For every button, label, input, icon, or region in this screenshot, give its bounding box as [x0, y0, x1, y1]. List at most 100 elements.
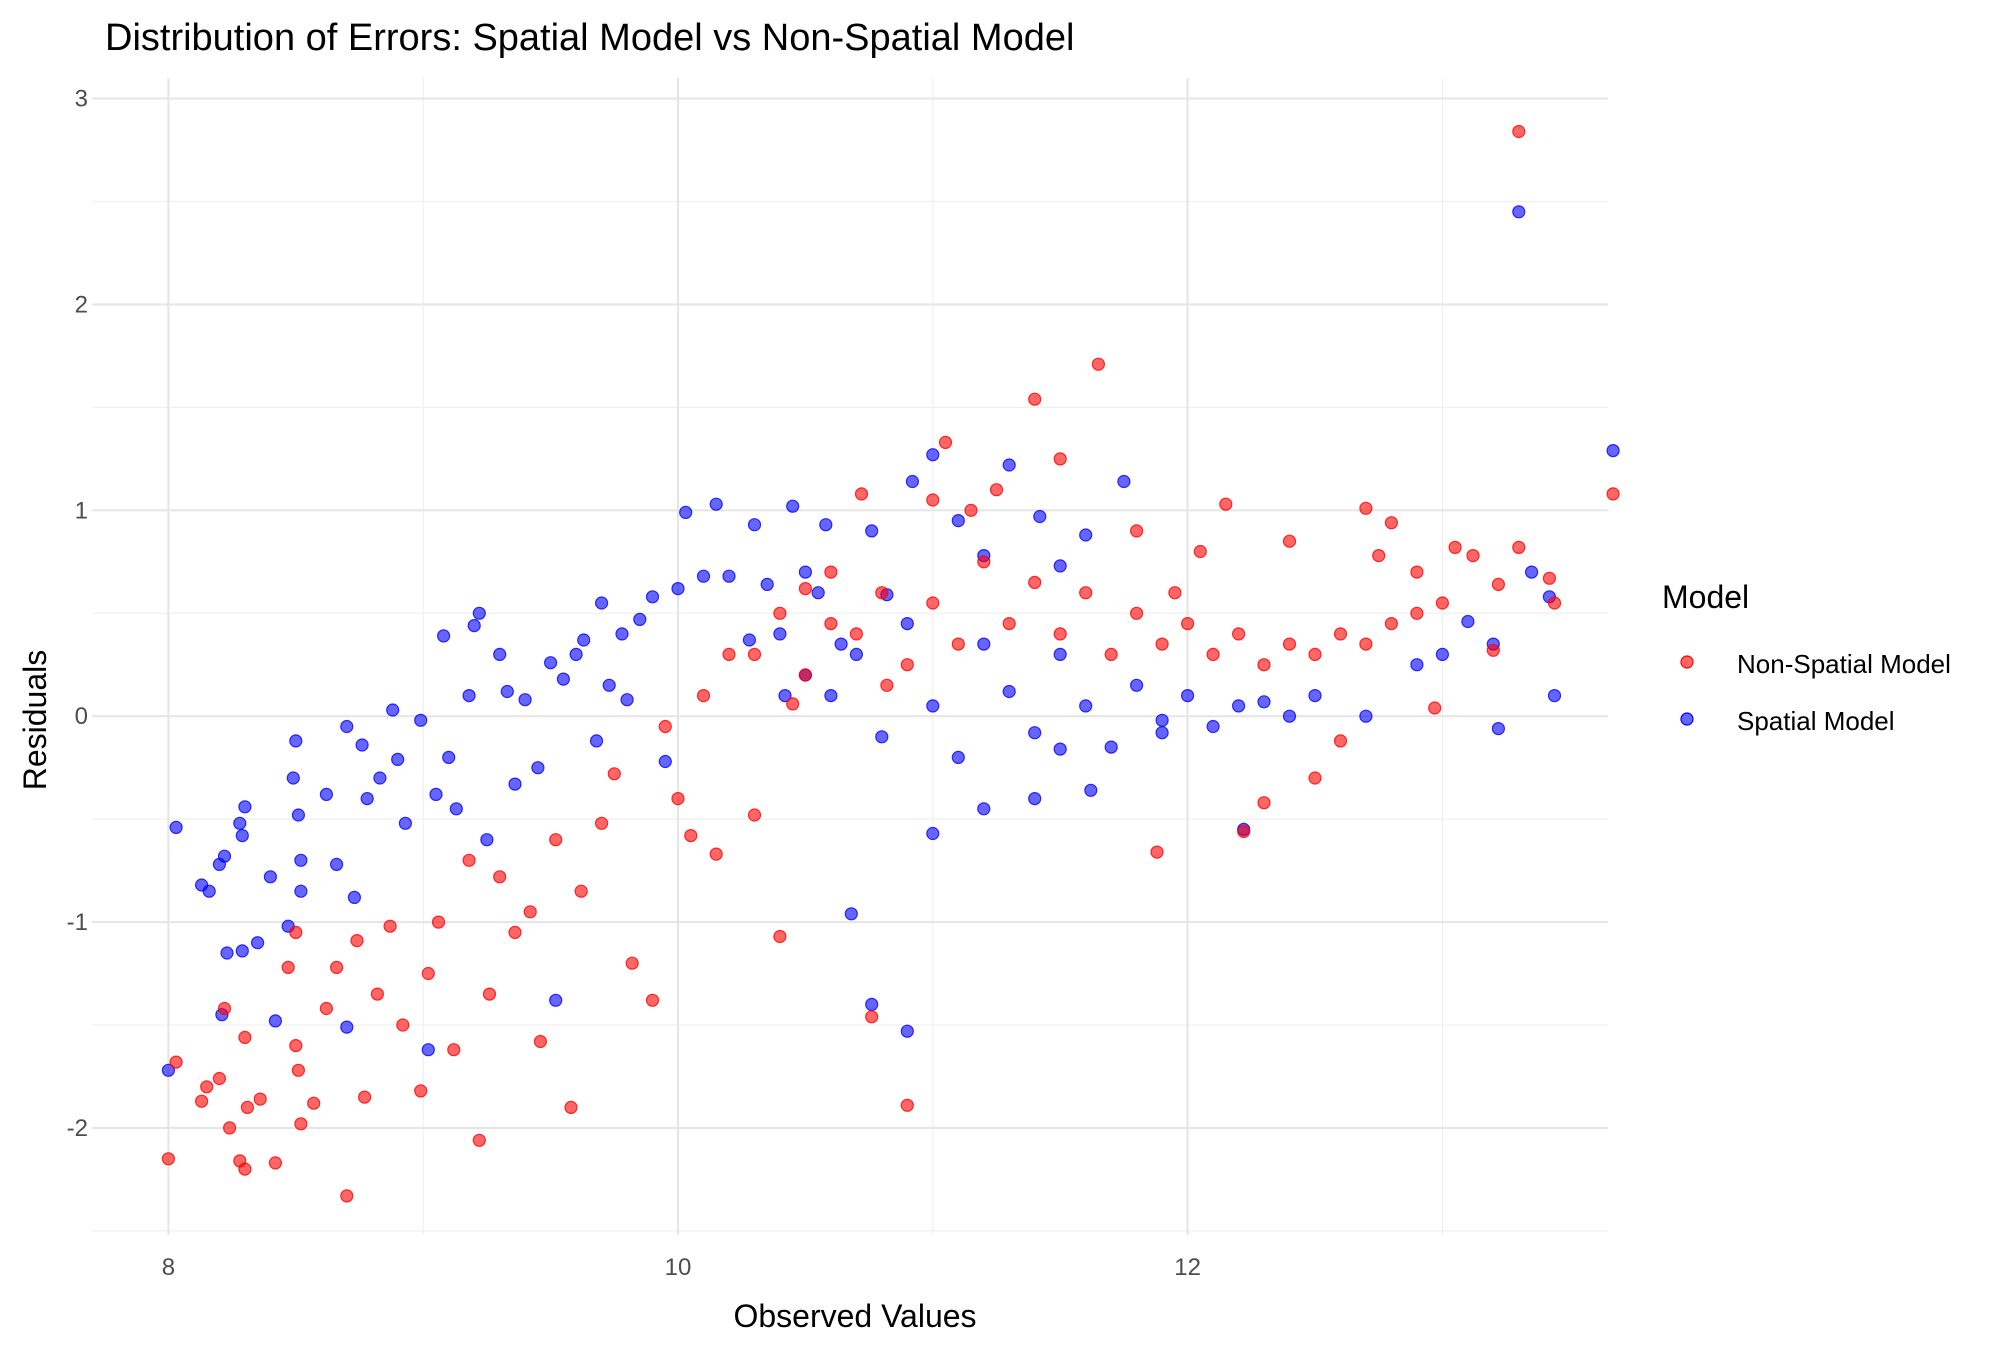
point-non-spatial-model [330, 960, 344, 975]
series-spatial-model [161, 205, 1620, 1077]
point-non-spatial-model [1308, 771, 1322, 785]
point-non-spatial-model [1129, 524, 1144, 538]
point-spatial-model [549, 993, 563, 1007]
point-non-spatial-model [658, 719, 672, 734]
point-spatial-model [594, 596, 609, 610]
point-spatial-model [926, 699, 940, 713]
point-non-spatial-model [1104, 647, 1118, 662]
point-non-spatial-model [564, 1100, 578, 1115]
point-non-spatial-model [1193, 544, 1207, 559]
point-spatial-model [508, 777, 522, 791]
point-spatial-model [217, 849, 232, 863]
point-non-spatial-model [447, 1043, 461, 1057]
point-non-spatial-model [1359, 637, 1373, 651]
point-non-spatial-model [1384, 516, 1399, 530]
point-spatial-model [1084, 783, 1098, 797]
point-spatial-model [824, 688, 838, 703]
point-non-spatial-model [798, 668, 813, 682]
point-non-spatial-model [358, 1090, 372, 1104]
point-spatial-model [798, 565, 813, 579]
point-non-spatial-model [1542, 571, 1557, 585]
point-spatial-model [602, 678, 616, 692]
point-spatial-model [819, 518, 833, 532]
y-tick-label: 0 [75, 703, 88, 730]
point-non-spatial-model [1028, 392, 1042, 406]
point-spatial-model [951, 750, 965, 765]
point-non-spatial-model [289, 925, 303, 940]
series-non-spatial-model [161, 124, 1620, 1203]
point-spatial-model [645, 590, 660, 604]
point-spatial-model [1079, 699, 1093, 713]
point-non-spatial-model [1206, 647, 1220, 662]
point-spatial-model [926, 826, 940, 841]
point-spatial-model [1002, 458, 1016, 472]
point-spatial-model [760, 577, 774, 592]
point-non-spatial-model [671, 791, 685, 806]
point-non-spatial-model [1129, 606, 1144, 620]
point-non-spatial-model [1333, 734, 1348, 748]
y-tick-label: -2 [67, 1115, 88, 1142]
point-non-spatial-model [1053, 452, 1067, 466]
point-spatial-model [429, 787, 443, 802]
point-spatial-model [263, 870, 277, 884]
point-non-spatial-model [607, 767, 621, 781]
x-tick-label: 12 [1174, 1254, 1201, 1281]
point-spatial-model [391, 752, 405, 767]
point-spatial-model [742, 633, 757, 647]
point-spatial-model [289, 734, 303, 748]
point-spatial-model [1512, 205, 1526, 219]
point-spatial-model [844, 907, 858, 921]
point-non-spatial-model [1180, 616, 1195, 631]
point-non-spatial-model [1606, 487, 1620, 501]
point-spatial-model [340, 719, 354, 734]
chart-title: Distribution of Errors: Spatial Model vs… [105, 17, 1074, 59]
point-non-spatial-model [875, 586, 889, 600]
point-non-spatial-model [340, 1189, 354, 1203]
point-spatial-model [1117, 474, 1131, 489]
point-spatial-model [330, 857, 344, 872]
point-non-spatial-model [169, 1055, 183, 1069]
point-non-spatial-model [482, 987, 497, 1001]
point-spatial-model [235, 944, 249, 958]
point-spatial-model [1028, 791, 1042, 806]
point-spatial-model [1461, 614, 1475, 629]
point-spatial-model [900, 616, 914, 631]
point-spatial-model [1053, 647, 1067, 662]
point-non-spatial-model [773, 606, 787, 620]
point-spatial-model [773, 627, 787, 641]
point-non-spatial-model [217, 1001, 232, 1016]
point-spatial-model [347, 890, 361, 905]
point-spatial-model [442, 750, 456, 765]
point-non-spatial-model [294, 1117, 308, 1131]
point-spatial-model [1155, 713, 1169, 727]
point-non-spatial-model [253, 1092, 267, 1106]
point-spatial-model [268, 1014, 282, 1028]
point-non-spatial-model [1091, 357, 1106, 371]
point-spatial-model [1359, 709, 1373, 723]
point-spatial-model [480, 833, 494, 847]
point-non-spatial-model [1237, 824, 1251, 839]
point-non-spatial-model [951, 637, 965, 651]
point-spatial-model [811, 586, 825, 600]
point-non-spatial-model [533, 1034, 548, 1049]
point-spatial-model [1257, 695, 1271, 709]
point-non-spatial-model [865, 1010, 879, 1024]
point-non-spatial-model [594, 816, 609, 830]
point-spatial-model [778, 688, 792, 703]
point-spatial-model [951, 513, 965, 528]
point-spatial-model [1180, 688, 1195, 703]
point-non-spatial-model [396, 1018, 410, 1032]
point-spatial-model [658, 754, 672, 769]
point-spatial-model [238, 800, 252, 814]
point-non-spatial-model [350, 933, 364, 948]
point-non-spatial-model [989, 483, 1004, 497]
legend-label-spatial-model: Spatial Model [1737, 706, 1895, 736]
point-non-spatial-model [824, 616, 838, 631]
point-spatial-model [865, 524, 879, 538]
point-spatial-model [620, 693, 634, 707]
point-spatial-model [1053, 559, 1067, 573]
point-spatial-model [556, 672, 571, 686]
point-spatial-model [462, 688, 476, 703]
point-non-spatial-model [645, 993, 660, 1007]
